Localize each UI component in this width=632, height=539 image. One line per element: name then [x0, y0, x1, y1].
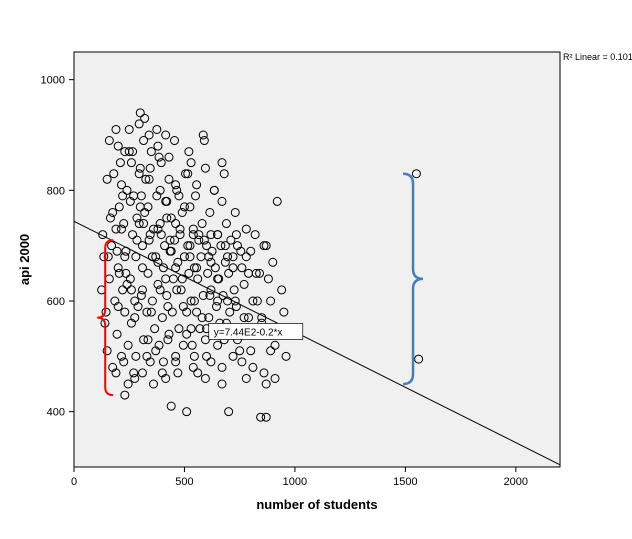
x-tick-label: 0: [71, 476, 77, 488]
plot-area: [74, 52, 560, 467]
x-tick-label: 1500: [393, 476, 417, 488]
x-tick-label: 500: [175, 476, 193, 488]
y-tick-label: 600: [47, 296, 65, 308]
x-tick-label: 1000: [283, 476, 307, 488]
y-tick-label: 800: [47, 185, 65, 197]
x-axis-label: number of students: [256, 497, 377, 512]
y-axis-label: api 2000: [17, 234, 32, 285]
scatter-chart: 0 500 1000 1500 2000 400 600 800 1000 number of s…: [0, 0, 632, 539]
x-tick-label: 2000: [504, 476, 528, 488]
y-tick-label: 1000: [41, 75, 65, 87]
regression-label: y=7.44E2-0.2*x: [214, 327, 283, 338]
y-tick-label: 400: [47, 407, 65, 419]
r2-label: R² Linear = 0.101: [563, 52, 632, 62]
